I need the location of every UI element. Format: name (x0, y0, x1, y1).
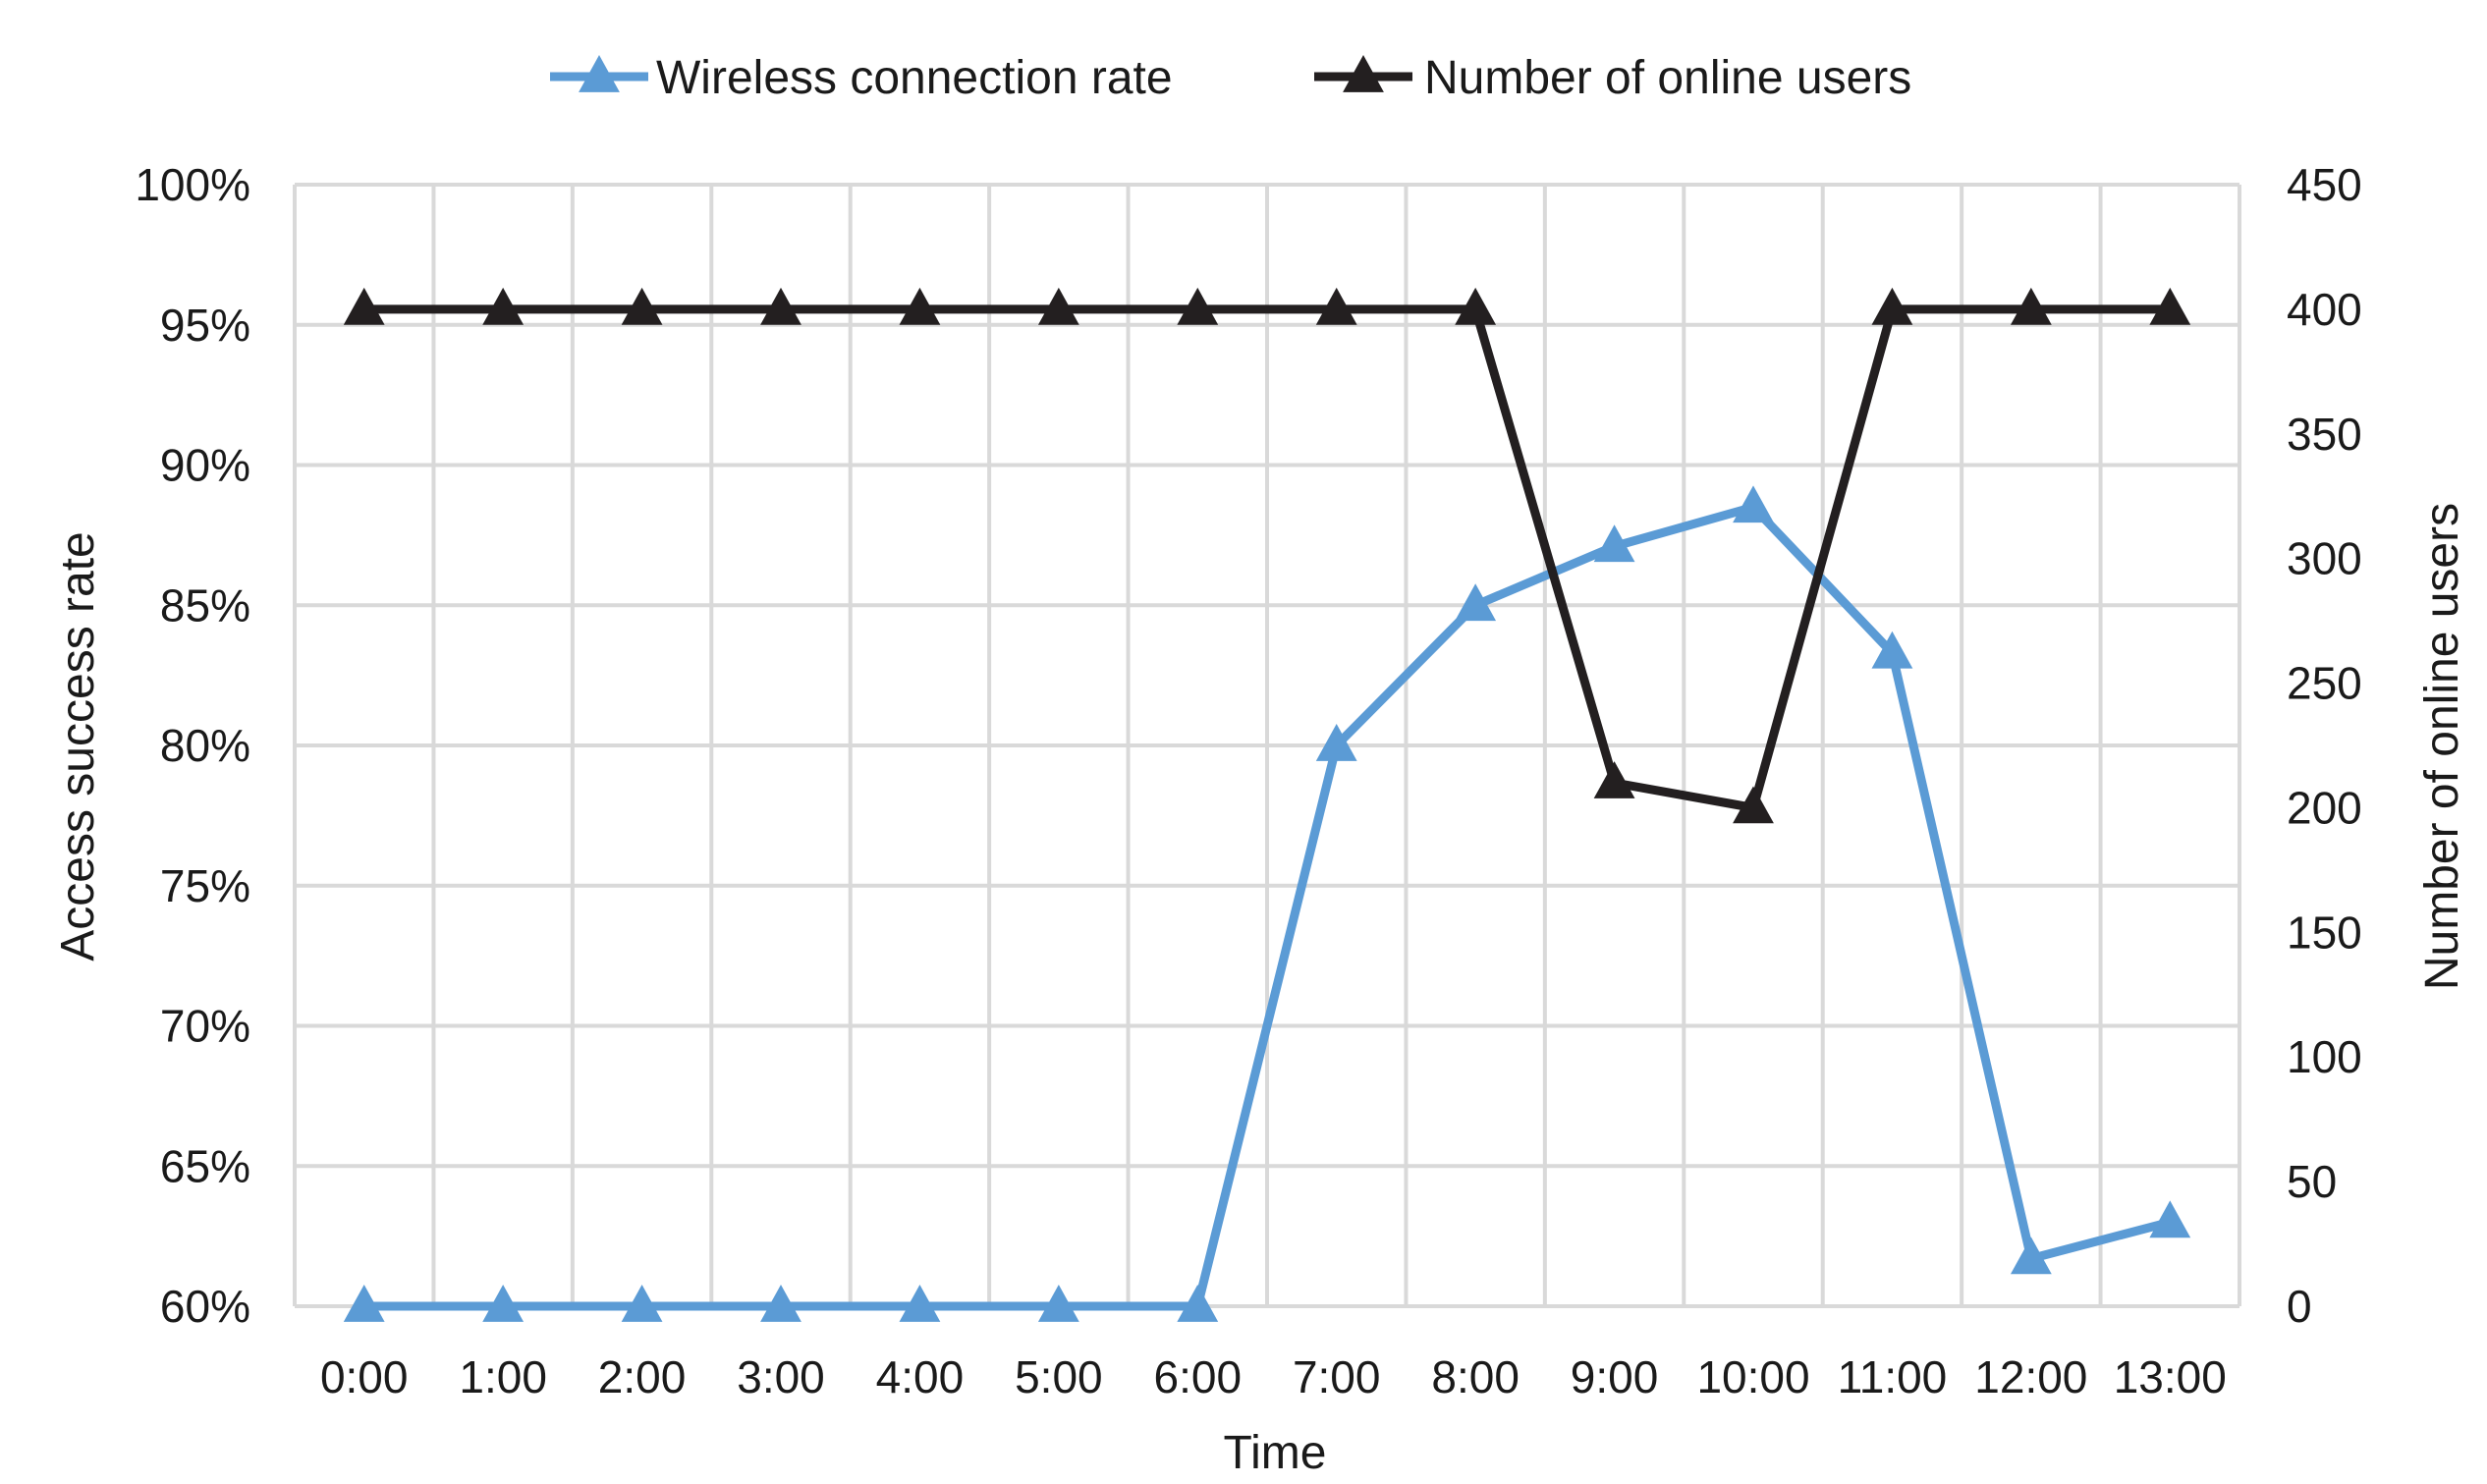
x-axis-tick-label: 2:00 (598, 1351, 687, 1402)
y-axis-left-tick-label: 95% (160, 300, 250, 351)
data-point-marker (899, 287, 941, 325)
y-axis-right-tick-label: 200 (2287, 782, 2362, 833)
series-layer (343, 287, 2191, 1322)
x-axis-tick-label: 13:00 (2114, 1351, 2227, 1402)
x-axis-tick-label: 9:00 (1571, 1351, 1659, 1402)
legend: Wireless connection rate Number of online… (550, 52, 1911, 104)
data-point-marker (760, 1285, 801, 1322)
series-connection-rate (343, 485, 2191, 1322)
legend-label: Number of online users (1424, 52, 1911, 104)
y-axis-left-tick-label: 70% (160, 1001, 250, 1052)
data-point-marker (1733, 786, 1774, 824)
y-axis-right-title: Number of online users (2416, 503, 2468, 990)
grid (293, 183, 2241, 1308)
y-axis-left-tick-label: 65% (160, 1140, 250, 1191)
legend-marker (579, 55, 620, 92)
data-point-marker (1593, 524, 1635, 563)
y-axis-left-tick-label: 100% (135, 159, 250, 210)
data-point-marker (899, 1285, 941, 1322)
data-point-marker (1177, 1285, 1219, 1322)
data-point-marker (621, 1285, 663, 1322)
series-line (363, 502, 2172, 1311)
x-axis-tick-label: 8:00 (1431, 1351, 1520, 1402)
data-point-marker (343, 1285, 385, 1322)
x-axis-title: Time (1224, 1427, 1327, 1479)
legend-label: Wireless connection rate (656, 52, 1173, 104)
data-point-marker (1037, 287, 1079, 325)
y-axis-right-tick-label: 100 (2287, 1031, 2362, 1082)
x-axis-tick-label: 1:00 (459, 1351, 547, 1402)
data-point-marker (1315, 287, 1357, 325)
data-point-marker (482, 287, 525, 325)
x-axis-tick-label: 10:00 (1696, 1351, 1809, 1402)
legend-marker (1343, 55, 1384, 92)
data-point-marker (1871, 631, 1913, 669)
y-axis-left-tick-label: 75% (160, 860, 250, 911)
x-axis-tick-label: 5:00 (1015, 1351, 1103, 1402)
series-line (363, 304, 2171, 813)
data-point-marker (343, 287, 385, 325)
x-axis-tick-label: 4:00 (876, 1351, 965, 1402)
data-point-marker (1315, 724, 1357, 761)
series-online-users (343, 287, 2191, 824)
x-axis-ticks: 0:00 1:00 2:00 3:00 4:00 5:00 6:00 7:00 8:00 9:00… (320, 1351, 2227, 1402)
data-point-marker (621, 287, 663, 325)
y-axis-left-tick-label: 85% (160, 579, 250, 631)
legend-item: Number of online users (1314, 52, 1911, 104)
data-point-marker (1177, 287, 1219, 325)
y-axis-right-tick-label: 350 (2287, 409, 2362, 460)
data-point-marker (482, 1285, 525, 1322)
y-axis-right-tick-label: 0 (2287, 1281, 2312, 1332)
y-axis-right-tick-label: 400 (2287, 284, 2362, 335)
y-axis-right-tick-label: 250 (2287, 658, 2362, 709)
x-axis-tick-label: 7:00 (1293, 1351, 1381, 1402)
y-axis-left-title: Access success rate (52, 531, 104, 961)
data-point-marker (1037, 1285, 1079, 1322)
y-axis-right-tick-label: 300 (2287, 533, 2362, 584)
x-axis-tick-label: 3:00 (737, 1351, 825, 1402)
x-axis-tick-label: 11:00 (1838, 1351, 1948, 1402)
data-point-marker (1455, 583, 1497, 622)
data-point-marker (2149, 287, 2191, 325)
y-axis-right-tick-label: 50 (2287, 1156, 2337, 1207)
x-axis-tick-label: 6:00 (1154, 1351, 1243, 1402)
data-point-marker (1593, 761, 1635, 798)
data-point-marker (1733, 485, 1774, 523)
y-axis-left-ticks: 60% 65% 70% 75% 80% 85% 90% 95% 100% (135, 159, 250, 1332)
data-point-marker (1871, 287, 1913, 325)
data-point-marker (2010, 1237, 2052, 1275)
x-axis-tick-label: 0:00 (320, 1351, 409, 1402)
legend-item: Wireless connection rate (550, 52, 1173, 104)
data-point-marker (2010, 287, 2052, 325)
y-axis-left-tick-label: 60% (160, 1281, 250, 1332)
y-axis-left-tick-label: 90% (160, 440, 250, 491)
y-axis-left-tick-label: 80% (160, 720, 250, 771)
x-axis-tick-label: 12:00 (1974, 1351, 2087, 1402)
y-axis-right-ticks: 0 50 100 150 200 250 300 350 400 450 (2287, 159, 2362, 1332)
data-point-marker (760, 287, 801, 325)
data-point-marker (2149, 1200, 2191, 1238)
data-point-marker (1455, 287, 1497, 325)
y-axis-right-tick-label: 150 (2287, 907, 2362, 958)
y-axis-right-tick-label: 450 (2287, 159, 2362, 210)
